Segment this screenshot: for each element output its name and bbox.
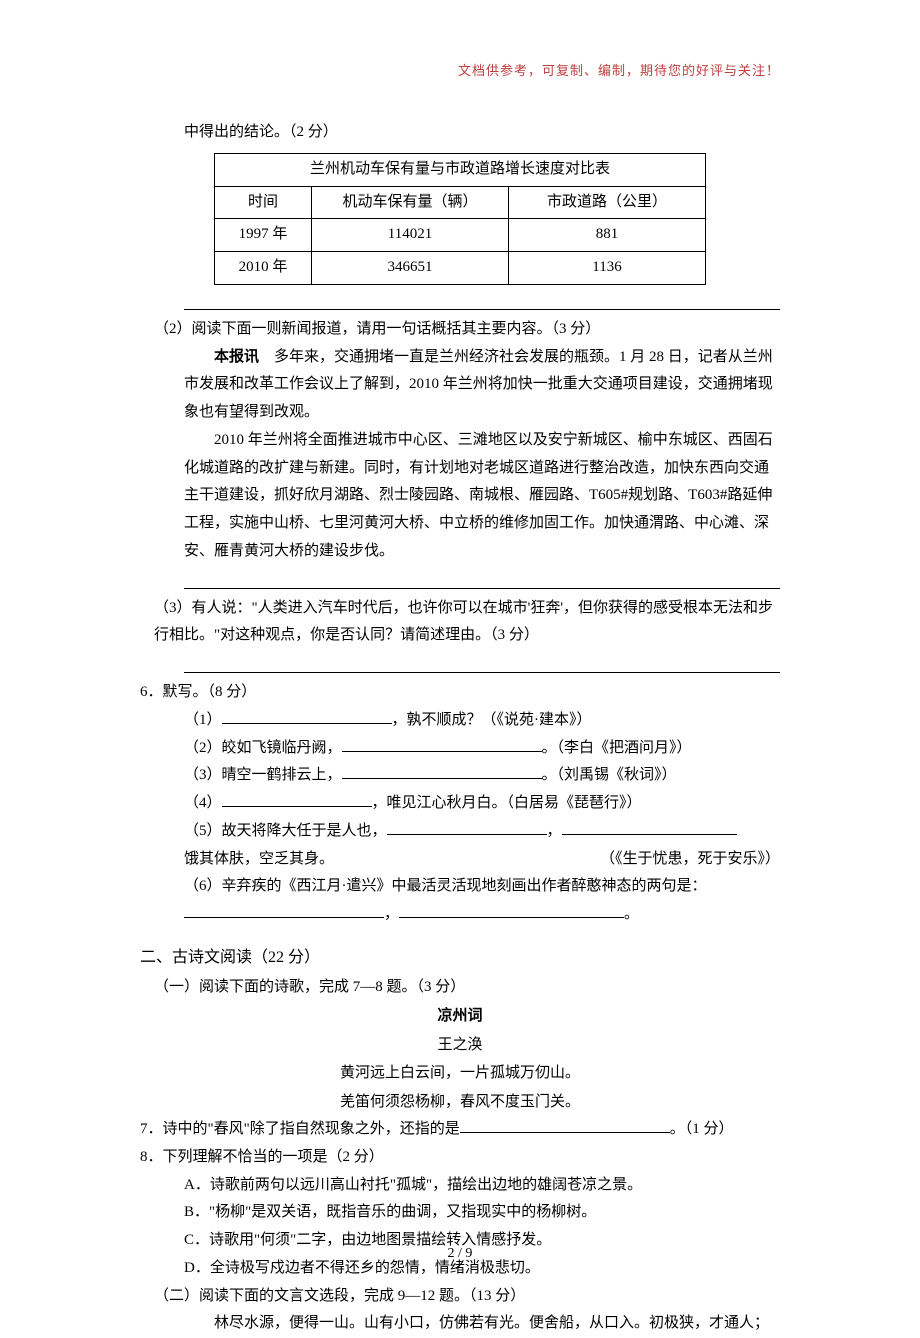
q6-3-pre: （3）晴空一鹤排云上，	[184, 767, 342, 783]
q2-lead: （2）阅读下面一则新闻报道，请用一句话概括其主要内容。（3 分）	[140, 316, 780, 344]
q7-pre: 7．诗中的"春风"除了指自然现象之外，还指的是	[140, 1121, 460, 1137]
q6-item-1: （1） ，孰不顺成？（《说苑·建本》）	[140, 707, 780, 735]
q6-item-6: （6）辛弃疾的《西江月·遣兴》中最活灵活现地刻画出作者醉憨神态的两句是：	[140, 873, 780, 901]
part1-lead: （一）阅读下面的诗歌，完成 7—8 题。（3 分）	[140, 974, 780, 1002]
intro-tail: 中得出的结论。（2 分）	[140, 119, 780, 147]
answer-line	[184, 654, 780, 673]
q6-item-3: （3）晴空一鹤排云上， 。（刘禹锡《秋词》）	[140, 762, 780, 790]
page-footer: 2 / 9	[0, 1246, 920, 1262]
q6-item-6b: ，。	[140, 901, 780, 929]
blank	[399, 902, 624, 918]
q6-item-5b: 饿其体肤，空乏其身。 （《生于忧患，死于安乐》）	[140, 846, 780, 874]
table-col-2: 市政道路（公里）	[509, 186, 706, 219]
table-title: 兰州机动车保有量与市政道路增长速度对比表	[215, 153, 706, 186]
q8-head: 8．下列理解不恰当的一项是（2 分）	[140, 1144, 780, 1172]
table-header-row: 时间 机动车保有量（辆） 市政道路（公里）	[215, 186, 706, 219]
answer-line	[184, 291, 780, 310]
table-col-1: 机动车保有量（辆）	[312, 186, 509, 219]
table-cell: 881	[509, 219, 706, 252]
q6-5-pre: （5）故天将降大任于是人也，	[184, 823, 387, 839]
poem-title: 凉州词	[140, 1002, 780, 1031]
blank	[460, 1117, 670, 1133]
q6-1-pre: （1）	[184, 712, 222, 728]
table-cell: 346651	[312, 252, 509, 285]
poem: 凉州词 王之涣 黄河远上白云间，一片孤城万仞山。 羌笛何须怨杨柳，春风不度玉门关…	[140, 1002, 780, 1116]
table-cell: 2010 年	[215, 252, 312, 285]
blank	[222, 708, 392, 724]
q6-2-post: 。（李白《把酒问月》）	[542, 740, 692, 756]
table-row: 2010 年 346651 1136	[215, 252, 706, 285]
table-row: 1997 年 114021 881	[215, 219, 706, 252]
q6-5-src: （《生于忧患，死于安乐》）	[600, 846, 780, 874]
q8-option-b: B．"杨柳"是双关语，既指音乐的曲调，又指现实中的杨柳树。	[140, 1199, 780, 1227]
classical-text: 林尽水源，便得一山。山有小口，仿佛若有光。便舍船，从口入。初极狭，才通人；	[140, 1310, 780, 1338]
q6-head: 6．默写。（8 分）	[140, 679, 780, 707]
poem-line-2: 羌笛何须怨杨柳，春风不度玉门关。	[140, 1088, 780, 1117]
blank	[342, 763, 542, 779]
table-col-0: 时间	[215, 186, 312, 219]
q7: 7．诗中的"春风"除了指自然现象之外，还指的是 。（1 分）	[140, 1116, 780, 1144]
poem-line-1: 黄河远上白云间，一片孤城万仞山。	[140, 1059, 780, 1088]
q7-post: 。（1 分）	[670, 1121, 734, 1137]
blank	[387, 819, 547, 835]
table-cell: 1997 年	[215, 219, 312, 252]
q6-item-2: （2）皎如飞镜临丹阙， 。（李白《把酒问月》）	[140, 735, 780, 763]
q6-6-mid: ，	[384, 906, 399, 922]
q6-3-post: 。（刘禹锡《秋词》）	[542, 767, 677, 783]
poem-author: 王之涣	[140, 1031, 780, 1060]
answer-line	[184, 570, 780, 589]
q8-option-a: A．诗歌前两句以远川高山衬托"孤城"，描绘出边地的雄阔苍凉之景。	[140, 1172, 780, 1200]
news-lead-label: 本报讯	[214, 349, 259, 365]
blank	[342, 736, 542, 752]
page: 文档供参考，可复制、编制，期待您的好评与关注！ 中得出的结论。（2 分） 兰州机…	[0, 0, 920, 1302]
table-cell: 114021	[312, 219, 509, 252]
part2-lead: （二）阅读下面的文言文选段，完成 9—12 题。（13 分）	[140, 1283, 780, 1311]
body: 中得出的结论。（2 分） 兰州机动车保有量与市政道路增长速度对比表 时间 机动车…	[140, 119, 780, 1338]
q6-4-pre: （4）	[184, 795, 222, 811]
q6-item-5: （5）故天将降大任于是人也， ，	[140, 818, 780, 846]
blank	[562, 819, 737, 835]
news-p2: 2010 年兰州将全面推进城市中心区、三滩地区以及安宁新城区、榆中东城区、西固石…	[140, 427, 780, 566]
table-title-row: 兰州机动车保有量与市政道路增长速度对比表	[215, 153, 706, 186]
table-cell: 1136	[509, 252, 706, 285]
q6-6-end: 。	[624, 906, 639, 922]
section-2-title: 二、古诗文阅读（22 分）	[140, 943, 780, 973]
news-p1-rest: 多年来，交通拥堵一直是兰州经济社会发展的瓶颈。1 月 28 日，记者从兰州市发展…	[184, 349, 773, 421]
q6-4-post: ，唯见江心秋月白。（白居易《琵琶行》）	[372, 795, 642, 811]
q6-1-post: ，孰不顺成？（《说苑·建本》）	[392, 712, 592, 728]
header-note: 文档供参考，可复制、编制，期待您的好评与关注！	[140, 60, 780, 79]
q6-2-pre: （2）皎如飞镜临丹阙，	[184, 740, 342, 756]
comparison-table: 兰州机动车保有量与市政道路增长速度对比表 时间 机动车保有量（辆） 市政道路（公…	[214, 153, 706, 285]
blank	[222, 791, 372, 807]
q6-item-4: （4） ，唯见江心秋月白。（白居易《琵琶行》）	[140, 790, 780, 818]
q6-5-line2: 饿其体肤，空乏其身。	[184, 846, 334, 874]
blank	[184, 902, 384, 918]
news-p1: 本报讯 多年来，交通拥堵一直是兰州经济社会发展的瓶颈。1 月 28 日，记者从兰…	[140, 344, 780, 427]
q6-5-mid: ，	[547, 823, 562, 839]
q3: （3）有人说："人类进入汽车时代后，也许你可以在城市'狂奔'，但你获得的感受根本…	[140, 595, 780, 651]
